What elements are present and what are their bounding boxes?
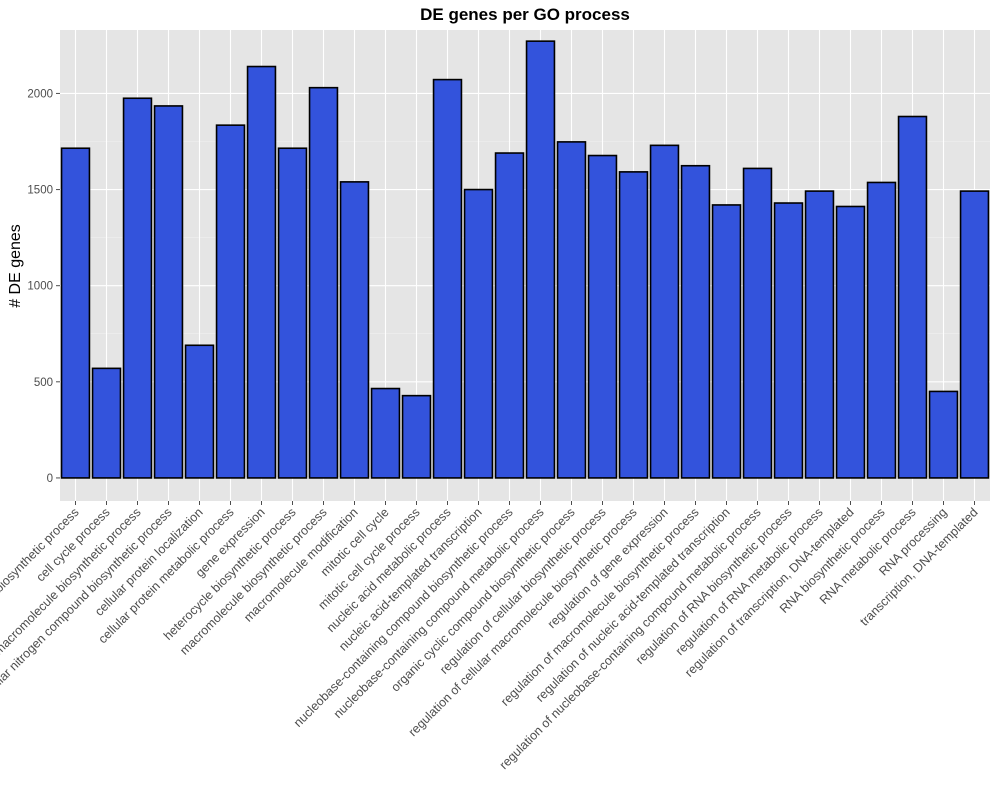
bar: [339, 181, 370, 479]
chart-title: DE genes per GO process: [420, 5, 630, 24]
bar: [370, 387, 401, 479]
bar: [308, 86, 339, 479]
bar: [928, 390, 959, 479]
bar: [773, 202, 804, 479]
bar: [60, 147, 91, 479]
plot-panel: [60, 30, 990, 501]
bar: [215, 124, 246, 479]
y-tick-label: 2000: [27, 88, 53, 100]
bar: [246, 65, 277, 479]
y-axis-label: # DE genes: [7, 224, 24, 308]
y-tick-label: 500: [34, 377, 53, 389]
bar: [649, 144, 680, 479]
bar: [122, 97, 153, 479]
bar: [184, 344, 215, 479]
bar: [463, 188, 494, 479]
plot-background: [60, 30, 990, 501]
y-tick-label: 1500: [27, 185, 53, 197]
y-axis: 0 500 1000 1500 2000: [27, 88, 60, 485]
bar: [153, 105, 184, 479]
bar: [742, 167, 773, 479]
bar: [401, 394, 432, 479]
bar: [277, 147, 308, 479]
bar: [711, 204, 742, 479]
bar: [618, 171, 649, 479]
bar: [587, 154, 618, 479]
bar: [835, 205, 866, 479]
bar: [525, 40, 556, 479]
bar: [91, 367, 122, 479]
y-tick-label: 1000: [27, 281, 53, 293]
bar: [556, 141, 587, 479]
bar: [866, 181, 897, 479]
bar: [804, 190, 835, 479]
bar: [494, 152, 525, 479]
bar: [897, 115, 928, 479]
bar: [959, 190, 990, 479]
bar: [432, 78, 463, 479]
bar: [680, 164, 711, 479]
x-axis: cellular macromolecule biosynthetic proc…: [0, 501, 981, 772]
y-tick-label: 0: [47, 473, 53, 485]
